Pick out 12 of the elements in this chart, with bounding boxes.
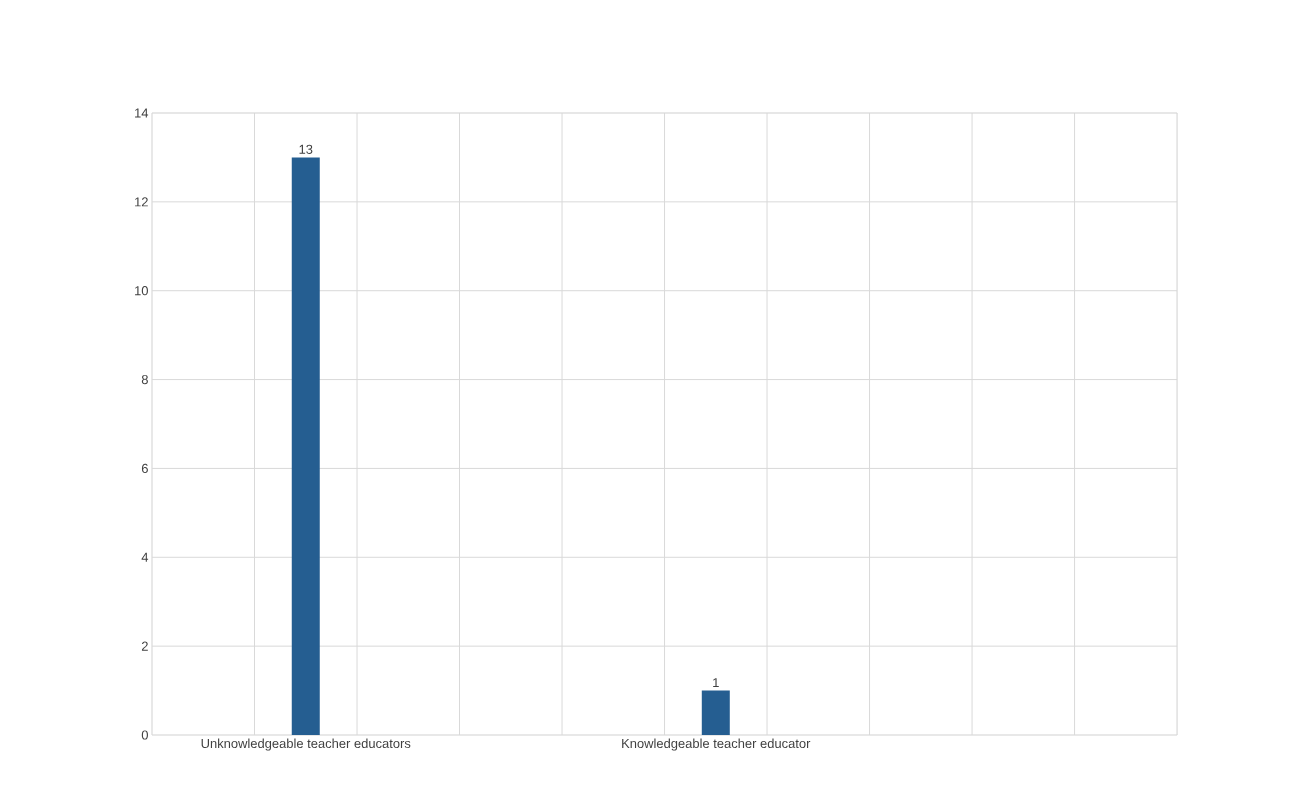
y-tick-label: 10 bbox=[135, 286, 148, 296]
data-label: 13 bbox=[299, 144, 313, 154]
y-tick-label: 0 bbox=[141, 730, 148, 740]
y-tick-label: 12 bbox=[135, 197, 148, 207]
data-label: 1 bbox=[713, 678, 719, 688]
y-tick-label: 14 bbox=[135, 108, 149, 118]
x-tick-label: Unknowledgeable teacher educators bbox=[201, 738, 411, 751]
y-tick-label: 6 bbox=[141, 463, 148, 474]
y-tick-label: 2 bbox=[141, 641, 148, 651]
y-tick-label: 4 bbox=[141, 552, 149, 562]
y-tick-label: 8 bbox=[141, 374, 148, 385]
x-tick-label: Knowledgeable teacher educator bbox=[622, 738, 811, 751]
